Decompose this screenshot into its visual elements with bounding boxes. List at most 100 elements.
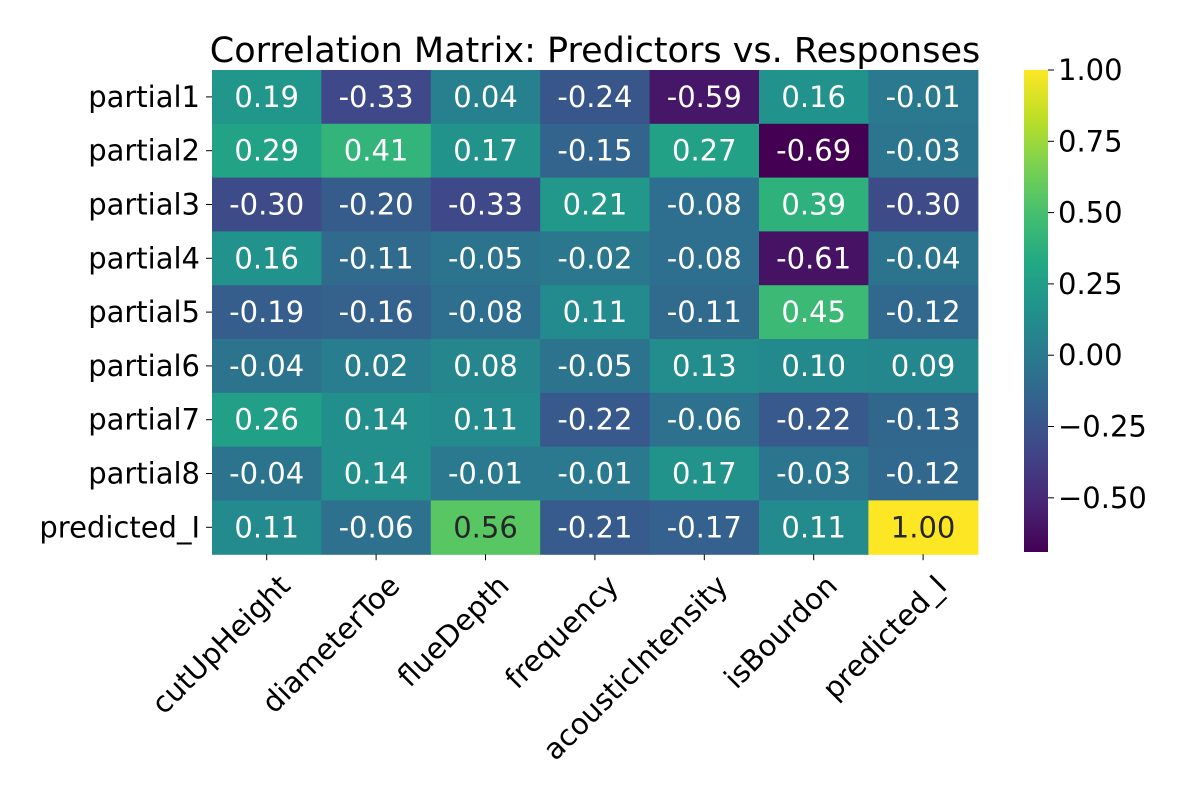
row-tick-label: partial3	[88, 188, 200, 222]
colorbar-ticks: 1.00 0.75 0.50 0.25 0.00 −0.25 −0.50	[1048, 53, 1147, 515]
cell-value-label: 1.00	[891, 510, 956, 544]
heatmap-cell	[868, 231, 979, 286]
colorbar-tick-label: 0.50	[1058, 196, 1123, 230]
heatmap-cell	[321, 123, 432, 179]
heatmap-cell	[321, 231, 432, 286]
heatmap-cell	[540, 70, 651, 125]
heatmap-cell	[868, 285, 979, 340]
cell-value-label: -0.21	[557, 510, 632, 544]
column-tick-label: flueDepth	[391, 568, 516, 693]
heatmap-cell	[759, 446, 869, 501]
cell-value-label: 0.13	[672, 349, 737, 383]
row-tick-label: partial7	[88, 403, 200, 437]
column-tick-labels: cutUpHeightdiameterToeflueDepthfrequency…	[145, 554, 953, 767]
heatmap-cell	[430, 70, 541, 125]
cell-value-label: -0.13	[886, 403, 961, 437]
cell-value-label: 0.11	[781, 510, 846, 544]
cell-value-label: -0.05	[448, 241, 523, 275]
cell-value-label: -0.04	[229, 349, 304, 383]
heatmap-cell	[868, 123, 979, 179]
row-tick-label: partial8	[88, 457, 200, 491]
heatmap-cell	[540, 339, 651, 394]
cell-value-label: -0.01	[448, 457, 523, 491]
cell-value-label: 0.02	[344, 349, 409, 383]
heatmap-cell	[540, 177, 651, 232]
cell-value-label: 0.17	[672, 457, 737, 491]
heatmap-cell	[868, 339, 979, 394]
heatmap-cell	[759, 392, 869, 448]
heatmap-cell	[430, 123, 541, 179]
heatmap-cell	[321, 70, 432, 125]
heatmap-cell	[540, 446, 651, 501]
cell-value-label: -0.15	[557, 134, 632, 168]
cell-value-label: 0.14	[344, 457, 409, 491]
heatmap-cell	[759, 177, 869, 232]
heatmap-cell	[212, 177, 322, 232]
cell-value-label: 0.45	[781, 295, 846, 329]
cell-value-label: -0.06	[339, 510, 414, 544]
heatmap-cell	[868, 500, 979, 555]
cell-value-label: 0.11	[234, 510, 299, 544]
heatmap-cell	[321, 177, 432, 232]
cell-value-label: 0.04	[453, 80, 518, 114]
cell-value-label: -0.01	[886, 80, 961, 114]
cell-value-label: 0.17	[453, 134, 518, 168]
colorbar-tick-label: 1.00	[1058, 53, 1123, 87]
heatmap-cell	[321, 339, 432, 394]
heatmap-cell	[540, 500, 651, 555]
cell-value-label: 0.11	[563, 295, 628, 329]
heatmap-cell	[321, 392, 432, 448]
cell-value-label: 0.11	[453, 403, 518, 437]
heatmap-cell	[759, 70, 869, 125]
heatmap-cell	[759, 339, 869, 394]
cell-value-label: 0.16	[234, 241, 299, 275]
cell-value-label: 0.29	[234, 134, 299, 168]
heatmap-cell	[430, 392, 541, 448]
row-tick-labels: partial1 partial2 partial3 partial4 partial5…	[39, 80, 212, 544]
heatmap-cell	[868, 392, 979, 448]
cell-value-label: -0.08	[448, 295, 523, 329]
cell-value-label: 0.21	[563, 188, 628, 222]
column-tick-label: acousticIntensity	[536, 568, 734, 766]
cell-value-label: -0.08	[667, 188, 742, 222]
heatmap-cell	[212, 285, 322, 340]
heatmap-cell	[759, 500, 869, 555]
row-tick-label: predicted_I	[39, 510, 200, 544]
heatmap-cell	[759, 231, 869, 286]
heatmap-cell	[649, 177, 760, 232]
cell-value-label: -0.59	[667, 80, 742, 114]
heatmap-cell	[649, 285, 760, 340]
heatmap-cell	[430, 285, 541, 340]
cell-value-label: -0.02	[557, 241, 632, 275]
cell-value-label: -0.01	[557, 457, 632, 491]
cell-value-label: -0.69	[776, 134, 851, 168]
cell-value-label: 0.14	[344, 403, 409, 437]
chart-title: Correlation Matrix: Predictors vs. Respo…	[210, 31, 980, 71]
cell-value-label: -0.12	[886, 295, 961, 329]
cell-value-label: -0.06	[667, 403, 742, 437]
cell-value-label: -0.12	[886, 457, 961, 491]
heatmap-cell	[649, 123, 760, 179]
cell-value-label: 0.39	[781, 188, 846, 222]
cell-value-label: -0.11	[667, 295, 742, 329]
heatmap-cell	[540, 123, 651, 179]
cell-value-label: -0.22	[557, 403, 632, 437]
colorbar	[1024, 70, 1048, 552]
cell-value-label: -0.30	[886, 188, 961, 222]
cell-value-label: 0.27	[672, 134, 737, 168]
cell-value-label: -0.17	[667, 510, 742, 544]
heatmap-cell	[759, 123, 869, 179]
cell-value-label: -0.19	[229, 295, 304, 329]
row-tick-label: partial5	[88, 295, 200, 329]
heatmap-cell	[540, 285, 651, 340]
colorbar-tick-label: −0.50	[1058, 481, 1147, 515]
cell-value-label: 0.26	[234, 403, 299, 437]
heatmap-cells: 0.19 -0.33 0.04 -0.24 -0.59 0.16 -0.01 0.29 0.41…	[212, 70, 979, 555]
cell-value-label: -0.20	[339, 188, 414, 222]
cell-value-label: -0.03	[886, 134, 961, 168]
heatmap-cell	[212, 392, 322, 448]
heatmap-cell	[430, 500, 541, 555]
heatmap-cell	[649, 339, 760, 394]
heatmap-cell	[649, 500, 760, 555]
